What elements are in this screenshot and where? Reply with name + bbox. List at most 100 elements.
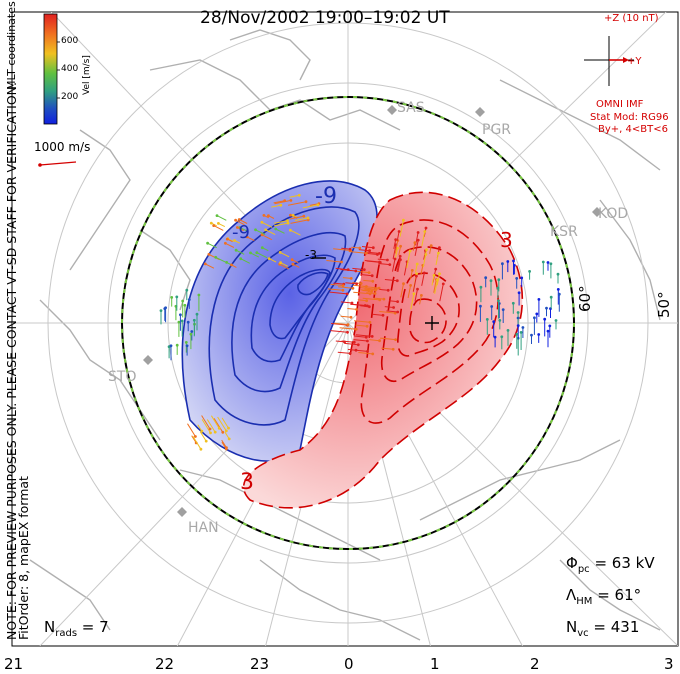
vector-line-93 [398, 246, 402, 256]
stat-n-vc-value: 431 [610, 618, 640, 636]
vector-origin-63 [391, 347, 395, 351]
vector-line-59 [352, 267, 365, 271]
vector-origin-78 [416, 231, 420, 234]
vector-line-105 [439, 283, 444, 302]
vector-line-71 [433, 279, 437, 293]
fit-order-note: FitOrder: 8, mapEX format [16, 476, 31, 640]
vector-origin-23 [373, 292, 377, 295]
colorbar-ticks [57, 41, 60, 99]
vector-origin-93 [399, 244, 402, 248]
vector-origin-174 [183, 303, 187, 307]
hm-boundary-dash [121, 96, 575, 550]
vector-line-51 [389, 300, 398, 303]
vector-origin-42 [366, 350, 369, 353]
vector-line-46 [363, 286, 380, 289]
vector-origin-227 [221, 430, 225, 434]
vector-origin-242 [289, 199, 293, 202]
vector-line-15 [384, 279, 398, 282]
vector-origin-80 [422, 271, 426, 275]
vector-origin-26 [340, 260, 343, 264]
vector-origin-198 [537, 298, 541, 301]
vector-origin-11 [352, 340, 356, 344]
vector-origin-109 [410, 269, 414, 272]
vector-origin-144 [239, 257, 243, 261]
vector-origin-250 [316, 203, 320, 207]
vector-origin-100 [398, 254, 402, 258]
mlt-label-1: 1 [430, 655, 440, 673]
vector-origin-38 [349, 277, 353, 280]
vector-origin-162 [179, 313, 182, 317]
vector-line-30 [358, 249, 370, 252]
vector-origin-35 [365, 324, 369, 328]
vector-line-242 [274, 199, 291, 205]
mlt-label-23: 23 [250, 655, 270, 673]
vector-origin-120 [289, 228, 292, 232]
vector-origin-238 [204, 439, 208, 443]
vector-origin-163 [190, 330, 194, 333]
vector-line-106 [406, 250, 411, 269]
vector-line-227 [213, 418, 224, 433]
vector-origin-236 [194, 435, 197, 438]
vector-origin-131 [207, 253, 211, 256]
vector-origin-124 [264, 228, 268, 232]
vector-origin-55 [392, 306, 395, 309]
vector-origin-181 [501, 262, 504, 266]
vector-line-147 [275, 228, 285, 234]
vector-line-239 [201, 415, 211, 430]
vector-line-63 [381, 347, 394, 350]
mlt-label-3: 3 [664, 655, 674, 673]
vector-origin-122 [249, 251, 252, 255]
vector-origin-172 [186, 320, 190, 324]
vector-line-111 [205, 263, 215, 269]
vector-line-98 [397, 259, 401, 273]
vector-origin-33 [376, 253, 379, 256]
vector-origin-107 [437, 251, 440, 255]
vector-origin-133 [236, 226, 239, 229]
vector-origin-119 [206, 241, 210, 245]
vector-origin-69 [396, 310, 400, 314]
imf-bz-label: +Z (10 nT) [604, 13, 659, 24]
vector-line-12 [360, 287, 377, 290]
contour-label-min: -3 [305, 248, 317, 262]
vector-line-148 [213, 225, 224, 231]
stat-n-vc: Nvc = 431 [566, 618, 640, 639]
site-marker-sas [387, 105, 397, 115]
vector-origin-196 [545, 306, 548, 310]
vector-origin-104 [415, 274, 418, 278]
vector-origin-141 [260, 246, 264, 250]
vector-origin-192 [519, 331, 523, 334]
vector-origin-99 [432, 274, 436, 277]
vector-origin-197 [489, 279, 493, 283]
vector-line-96 [414, 240, 419, 256]
contour-label-pos3-bottom: 3 [240, 470, 254, 495]
vector-origin-218 [492, 320, 496, 323]
vector-line-249 [288, 201, 307, 206]
vector-origin-111 [203, 262, 207, 266]
vector-origin-149 [214, 255, 218, 259]
vector-origin-165 [185, 344, 189, 348]
vector-origin-44 [371, 352, 375, 356]
vector-origin-209 [493, 335, 497, 339]
vector-line-250 [302, 204, 318, 209]
vector-line-79 [403, 261, 408, 276]
vector-origin-132 [245, 235, 249, 239]
vector-origin-219 [506, 329, 510, 332]
vector-origin-235 [217, 426, 221, 430]
vector-origin-203 [506, 260, 510, 263]
imf-dial [584, 36, 634, 86]
vector-origin-108 [402, 282, 405, 286]
vector-line-86 [392, 244, 397, 260]
vector-origin-45 [365, 251, 368, 255]
vector-origin-9 [371, 279, 375, 283]
vector-origin-185 [500, 335, 504, 339]
vector-line-248 [290, 219, 309, 224]
vector-origin-67 [393, 311, 397, 315]
vector-origin-159 [197, 293, 201, 297]
vector-origin-75 [438, 246, 441, 250]
vector-origin-213 [556, 288, 560, 291]
vector-origin-173 [195, 312, 199, 316]
vector-line-9 [363, 279, 373, 282]
vector-line-99 [431, 275, 435, 286]
vector-origin-89 [394, 238, 398, 242]
vector-origin-91 [420, 294, 423, 297]
